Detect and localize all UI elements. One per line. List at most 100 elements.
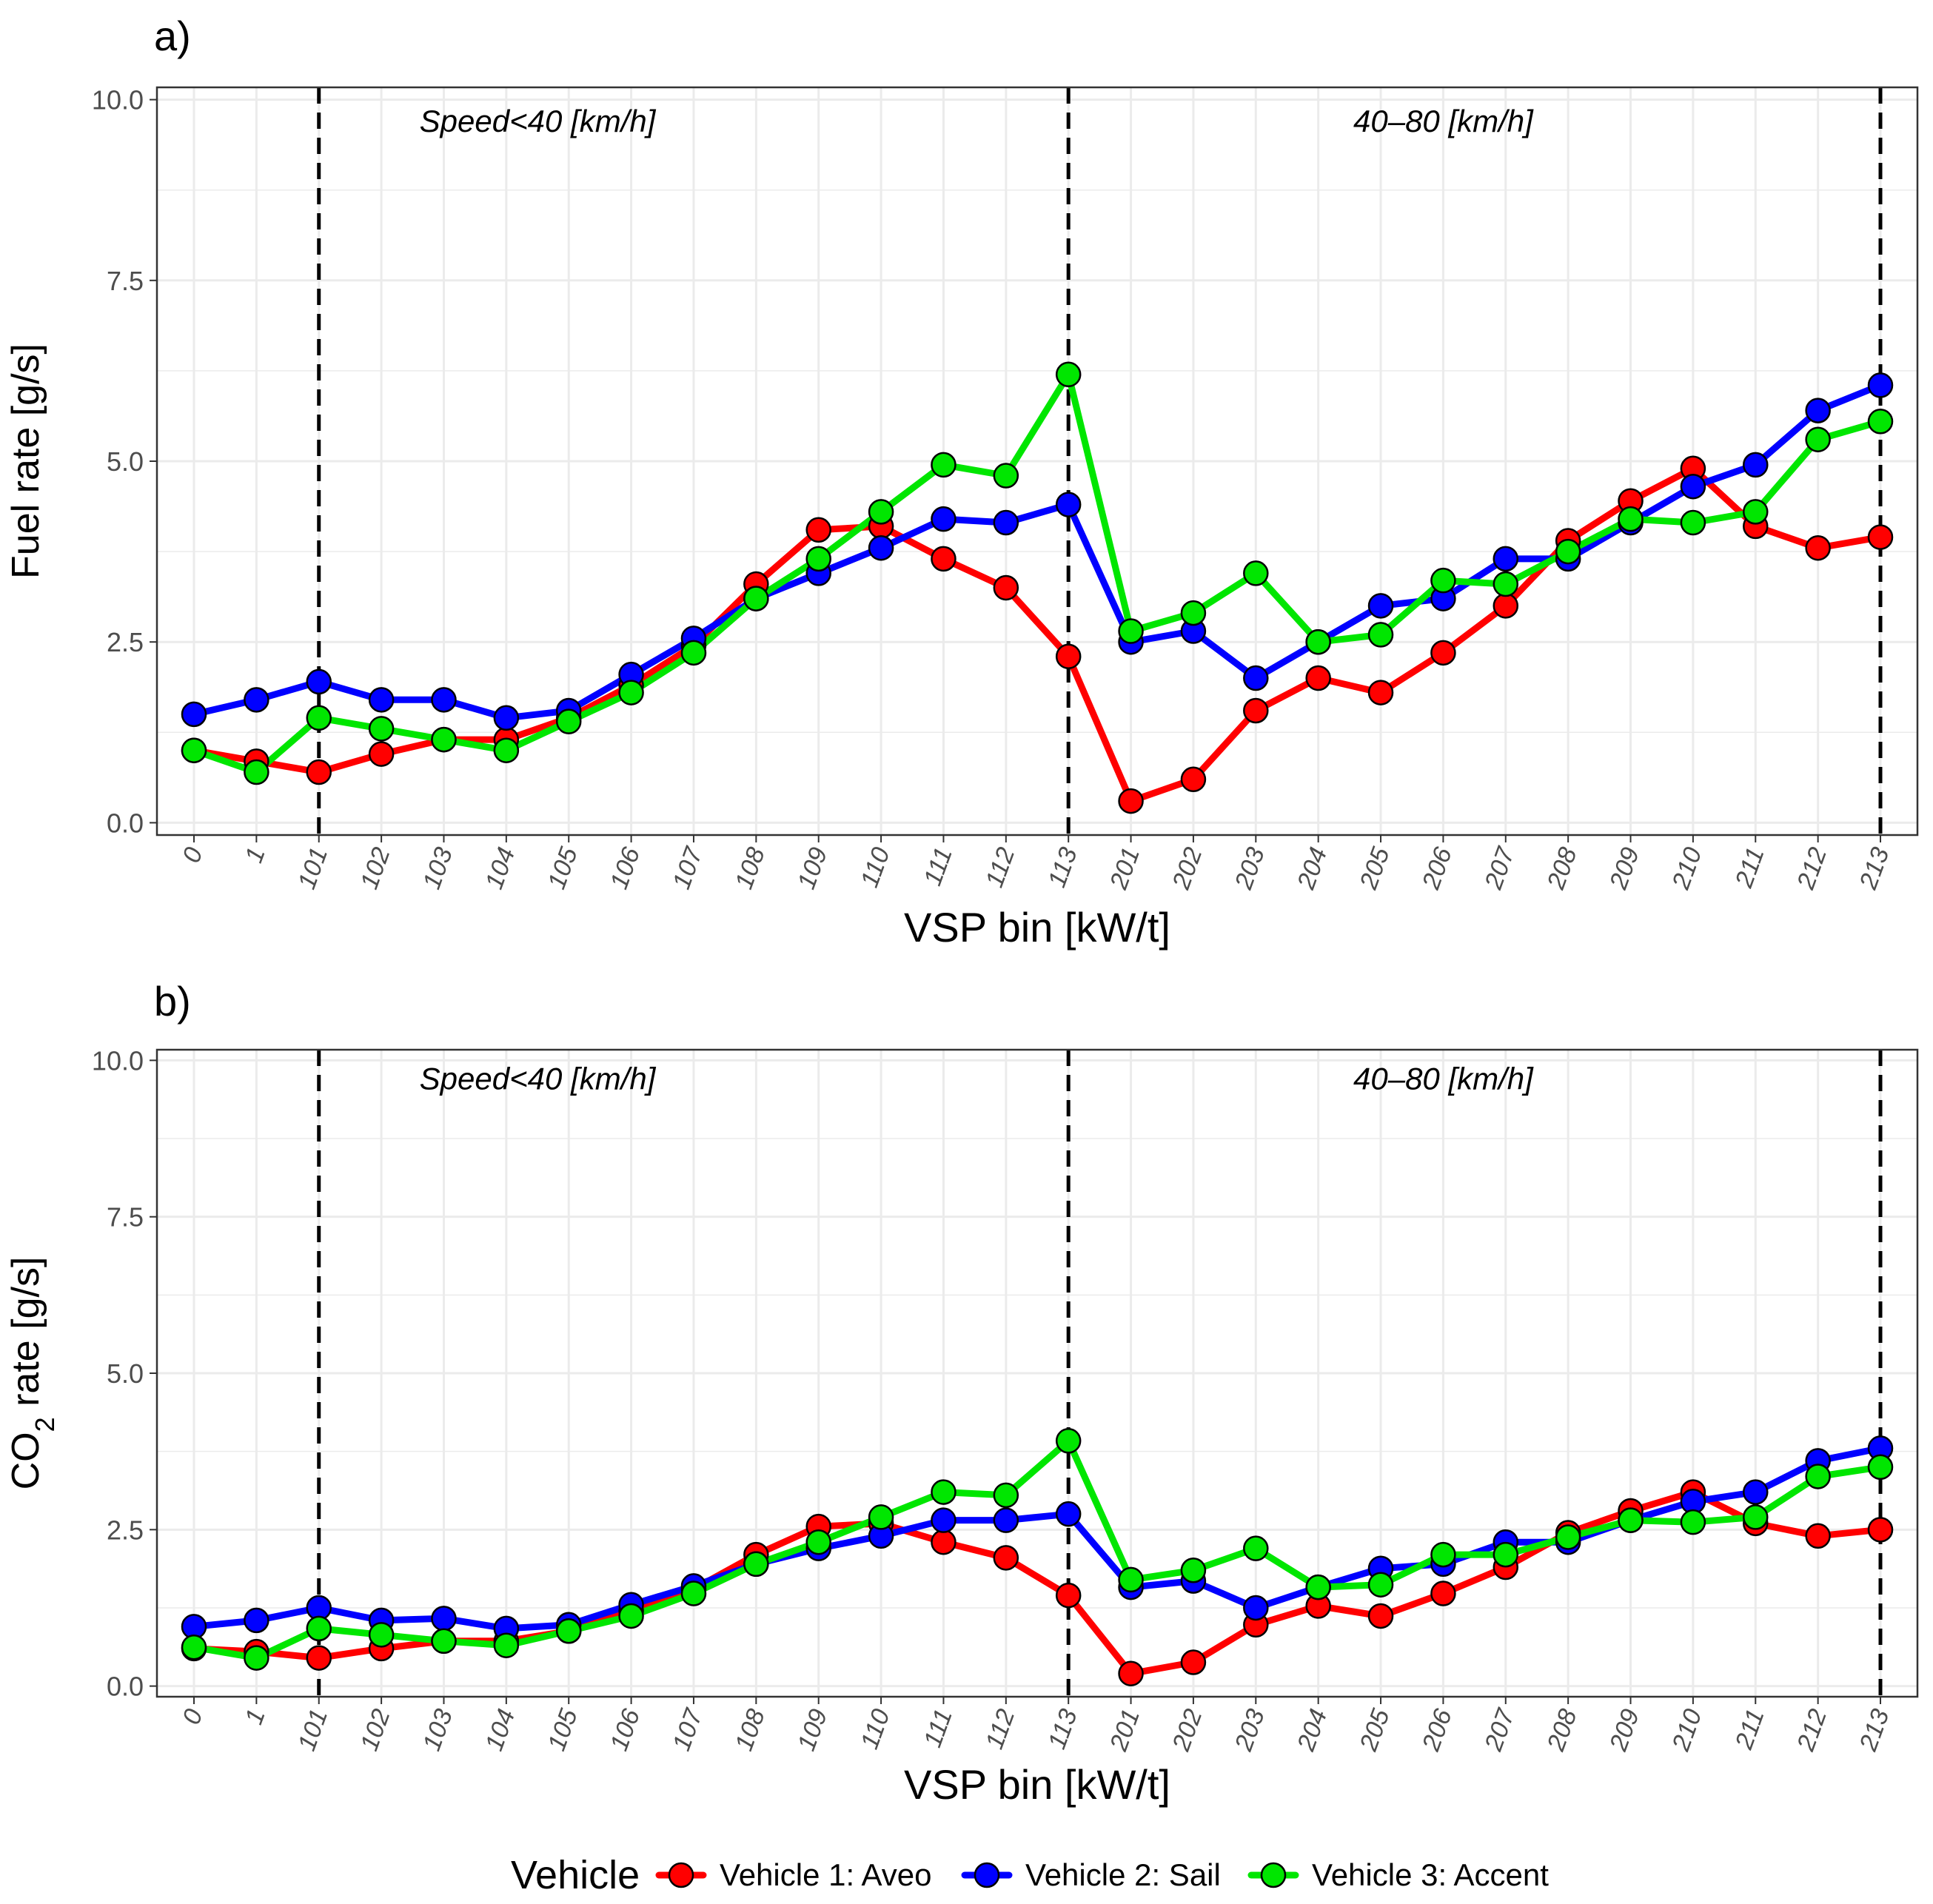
x-tick-label: 211 xyxy=(1729,1706,1770,1754)
data-point xyxy=(993,574,1019,601)
data-point xyxy=(306,668,332,695)
x-tick-label: 112 xyxy=(980,1706,1020,1753)
data-point xyxy=(1367,1572,1394,1598)
series-line xyxy=(190,381,1884,722)
x-tick-label: 0 xyxy=(177,844,208,867)
x-tick-label: 110 xyxy=(855,1706,895,1753)
panel-border xyxy=(155,86,1919,837)
x-tick-label: 206 xyxy=(1416,844,1457,894)
data-point xyxy=(931,452,957,478)
x-tick-label: 203 xyxy=(1229,844,1270,894)
x-tick-label: 107 xyxy=(667,843,708,893)
y-tick-label: 0.0 xyxy=(107,1672,144,1702)
data-point xyxy=(1743,1479,1769,1505)
data-point xyxy=(993,463,1019,489)
region-annotation: Speed<40 [km/h] xyxy=(420,1062,657,1096)
data-point xyxy=(1430,1580,1456,1606)
panel-b: 0.02.55.07.510.00 1 101 102 103 104 105 106 107 1… xyxy=(4,978,1919,1808)
data-point xyxy=(1180,1649,1207,1675)
data-point xyxy=(1367,622,1394,648)
legend-entry-label: Vehicle 2: Sail xyxy=(1025,1857,1221,1892)
x-tick-label: 109 xyxy=(792,844,833,893)
data-point xyxy=(1118,1566,1144,1593)
data-point xyxy=(244,687,269,713)
x-tick-label: 108 xyxy=(730,844,771,893)
x-tick-label: 102 xyxy=(355,1706,396,1754)
data-point xyxy=(1867,409,1894,435)
data-point xyxy=(931,1507,957,1533)
x-tick-label: 0 xyxy=(177,1706,208,1729)
data-point xyxy=(1743,1504,1769,1530)
data-point xyxy=(680,640,707,666)
data-point xyxy=(1180,1558,1207,1583)
data-point xyxy=(1680,1509,1706,1535)
x-tick-label: 208 xyxy=(1541,844,1582,894)
x-tick-label: 102 xyxy=(355,844,396,893)
data-point xyxy=(993,1482,1019,1509)
data-point xyxy=(743,1551,769,1578)
data-point xyxy=(1305,665,1331,691)
region-annotation: Speed<40 [km/h] xyxy=(420,104,657,138)
region-annotation: 40–80 [km/h] xyxy=(1353,1062,1534,1096)
x-tick-label: 103 xyxy=(418,1706,458,1754)
data-point xyxy=(431,726,457,753)
y-tick-label: 2.5 xyxy=(107,1515,144,1545)
x-tick-label: 204 xyxy=(1292,844,1333,894)
data-point xyxy=(1430,567,1456,594)
series-line xyxy=(190,371,1884,776)
x-tick-label: 104 xyxy=(480,1706,520,1754)
data-point xyxy=(618,1603,644,1629)
data-point xyxy=(618,680,644,705)
data-point xyxy=(306,1645,332,1671)
data-point xyxy=(1243,1535,1269,1561)
x-tick-label: 112 xyxy=(980,844,1020,891)
y-tick-label: 10.0 xyxy=(92,85,144,115)
legend-entry-label: Vehicle 3: Accent xyxy=(1312,1857,1549,1892)
data-point xyxy=(1493,546,1519,572)
x-tick-label: 204 xyxy=(1292,1706,1333,1755)
data-point xyxy=(993,509,1019,536)
series-line xyxy=(190,1437,1884,1662)
y-tick-label: 5.0 xyxy=(107,446,144,477)
y-tick-label: 5.0 xyxy=(107,1358,144,1389)
data-point xyxy=(805,546,831,572)
x-tick-label: 201 xyxy=(1105,844,1145,894)
x-tick-label: 113 xyxy=(1042,1706,1082,1753)
data-point xyxy=(1367,593,1394,619)
data-point xyxy=(931,506,957,532)
x-tick-label: 208 xyxy=(1541,1706,1582,1755)
data-point xyxy=(993,1545,1019,1571)
x-tick-label: 106 xyxy=(605,844,646,893)
data-point xyxy=(931,546,957,572)
data-point xyxy=(368,1622,395,1648)
legend-swatch-point xyxy=(974,1862,1000,1888)
data-point xyxy=(868,1504,894,1530)
data-point xyxy=(1055,492,1082,517)
x-tick-label: 1 xyxy=(240,1706,271,1729)
data-point xyxy=(431,1628,457,1655)
data-point xyxy=(431,1606,457,1632)
data-point xyxy=(1118,1660,1144,1686)
x-tick-label: 211 xyxy=(1729,844,1770,892)
x-tick-label: 111 xyxy=(919,844,958,890)
data-point xyxy=(493,705,520,731)
data-point xyxy=(368,687,395,713)
data-point xyxy=(1180,600,1207,626)
data-point xyxy=(993,1507,1019,1533)
data-point xyxy=(181,737,207,763)
data-point xyxy=(1243,697,1269,724)
y-tick-label: 7.5 xyxy=(107,1202,144,1233)
data-point xyxy=(244,1645,269,1671)
data-point xyxy=(805,517,831,543)
data-point xyxy=(680,1580,707,1606)
x-tick-label: 202 xyxy=(1167,844,1207,894)
data-point xyxy=(1555,538,1581,565)
x-tick-label: 1 xyxy=(240,844,271,867)
data-point xyxy=(1430,640,1456,666)
series-line xyxy=(190,465,1884,805)
data-point xyxy=(493,737,520,763)
x-tick-label: 206 xyxy=(1416,1706,1457,1755)
data-point xyxy=(1805,426,1831,452)
